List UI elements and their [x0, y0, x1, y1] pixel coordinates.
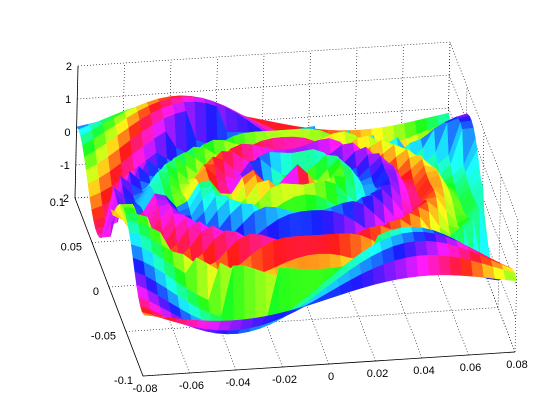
surface-patch — [232, 265, 246, 328]
z-axis-line — [74, 65, 79, 199]
surface-patch — [283, 136, 297, 151]
surface-patch — [427, 255, 441, 276]
surface-patch — [225, 106, 239, 133]
surface-patch — [503, 269, 517, 282]
surface-patch — [196, 257, 209, 301]
x-tick-label: 0.08 — [506, 359, 527, 371]
z-tick-label: 2 — [66, 61, 72, 73]
surface-patch — [338, 233, 352, 259]
surface-patch — [392, 243, 407, 262]
x-tick-label: 0.04 — [413, 365, 434, 377]
grid-line — [307, 50, 311, 184]
x-tick-label: -0.04 — [225, 377, 250, 389]
surface-patch — [305, 235, 320, 256]
surface-patch — [412, 231, 427, 242]
y-tick-label: 0.1 — [50, 197, 65, 209]
grid-line — [125, 307, 499, 332]
surface-patch — [243, 265, 257, 327]
surface-patch — [316, 234, 330, 255]
y-tick-label: -0.05 — [91, 331, 116, 343]
grid-line — [446, 41, 451, 175]
x-tick-label: -0.06 — [179, 380, 204, 392]
surface-patch — [272, 137, 286, 151]
surface-patch — [460, 120, 474, 130]
surface-patch — [403, 241, 417, 259]
z-tick-label: 1 — [65, 94, 71, 106]
y-axis-line — [74, 197, 144, 377]
x-tick-label: -0.08 — [132, 383, 157, 395]
surface-patch — [405, 255, 419, 278]
surface-patch — [303, 182, 317, 196]
surface-patch — [254, 268, 268, 324]
surface-patch — [414, 240, 428, 257]
surface-patch — [416, 255, 430, 277]
surface-patch — [321, 210, 335, 238]
x-tick-label: 0.02 — [367, 368, 388, 380]
surface-patch — [273, 237, 287, 269]
y-tick-label: -0.1 — [114, 375, 133, 387]
y-tick-label: 0 — [93, 286, 99, 298]
surface-patch — [327, 233, 341, 256]
z-tick-label: 0 — [64, 127, 70, 139]
surface-patch — [174, 110, 188, 154]
x-tick-label: 0.06 — [460, 362, 481, 374]
surface-patch — [194, 101, 208, 144]
z-tick-label: -2 — [59, 193, 69, 205]
grid-line — [77, 41, 451, 67]
grid-line — [77, 74, 450, 100]
x-axis-line — [142, 351, 516, 377]
x-tick-label: 0 — [328, 371, 334, 383]
grid-line — [400, 44, 404, 178]
surface-patch — [294, 235, 309, 259]
surface-patch — [300, 210, 314, 238]
surface-patch — [438, 255, 452, 276]
grid-line — [497, 175, 502, 308]
surface-patch — [449, 256, 463, 276]
x-tick-label: -0.02 — [272, 374, 297, 386]
surface-patch — [425, 240, 439, 256]
surface-patch — [383, 260, 397, 283]
surface-patch — [394, 257, 408, 280]
z-tick-label: -1 — [60, 160, 70, 172]
y-tick-label: 0.05 — [61, 242, 82, 254]
surface-patch — [261, 240, 276, 273]
surface-patch — [278, 267, 292, 318]
surface-patch — [311, 210, 325, 237]
surface-patch — [284, 236, 298, 264]
